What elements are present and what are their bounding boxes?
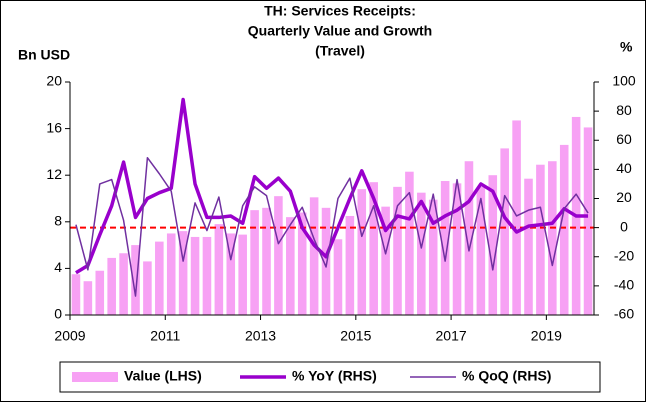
bar xyxy=(488,175,498,315)
y2-tick-label: 20 xyxy=(616,189,632,205)
bar xyxy=(428,199,438,315)
bar xyxy=(214,224,224,315)
legend-label: % YoY (RHS) xyxy=(292,368,377,384)
x-tick-label: 2009 xyxy=(54,328,85,344)
bar xyxy=(559,144,569,315)
x-tick-label: 2017 xyxy=(436,328,467,344)
bar xyxy=(452,183,462,315)
y2-tick-label: 40 xyxy=(616,160,632,176)
bar xyxy=(190,236,200,315)
bar xyxy=(583,127,593,315)
y-tick-label: 0 xyxy=(54,306,62,322)
y2-tick-label: 60 xyxy=(616,131,632,147)
y-axis-label: Bn USD xyxy=(18,47,70,63)
bar xyxy=(202,236,212,315)
bar xyxy=(548,161,557,315)
line-series xyxy=(75,97,589,275)
bar xyxy=(250,210,259,315)
y-tick-label: 8 xyxy=(54,213,62,229)
bar xyxy=(333,239,343,315)
bar xyxy=(381,206,390,315)
bar xyxy=(393,186,402,315)
bar xyxy=(417,192,426,315)
legend-swatch xyxy=(72,372,118,382)
legend-box xyxy=(59,361,601,393)
bar xyxy=(405,171,414,315)
x-tick-label: 2013 xyxy=(245,328,276,344)
bar xyxy=(178,231,188,315)
y2-tick-label: 100 xyxy=(612,73,636,89)
bar xyxy=(357,189,367,315)
bar xyxy=(369,182,378,315)
bar xyxy=(440,181,450,315)
bar xyxy=(262,207,271,315)
chart-title: TH: Services Receipts: xyxy=(264,3,416,19)
x-tick-label: 2019 xyxy=(531,328,562,344)
bar xyxy=(238,234,247,315)
y-tick-label: 16 xyxy=(46,119,62,135)
y-tick-label: 12 xyxy=(46,166,62,182)
bar xyxy=(107,257,116,315)
bar xyxy=(536,164,545,315)
bar xyxy=(476,186,486,315)
y2-axis-label: % xyxy=(620,39,633,55)
bar xyxy=(464,161,474,315)
legend-label: % QoQ (RHS) xyxy=(462,368,551,384)
bar xyxy=(119,253,128,315)
bar xyxy=(143,261,152,315)
y-tick-label: 4 xyxy=(54,259,62,275)
y2-tick-label: -40 xyxy=(614,277,634,293)
bar xyxy=(95,270,105,315)
line-series xyxy=(75,156,589,297)
y-tick-label: 20 xyxy=(46,73,62,89)
bar xyxy=(71,274,81,315)
bar xyxy=(83,281,93,315)
bar xyxy=(321,207,331,315)
bar xyxy=(286,217,295,315)
x-tick-label: 2011 xyxy=(150,328,180,344)
bar xyxy=(131,245,140,315)
bar xyxy=(155,241,164,315)
bar xyxy=(274,196,283,315)
bar xyxy=(345,215,355,315)
bar xyxy=(512,120,521,315)
x-tick-label: 2015 xyxy=(340,328,371,344)
chart-title: Quarterly Value and Growth xyxy=(248,23,432,39)
y2-tick-label: 0 xyxy=(620,218,628,234)
legend-label: Value (LHS) xyxy=(124,368,202,384)
bar xyxy=(166,233,176,315)
bar xyxy=(297,212,307,315)
bar xyxy=(500,148,509,315)
bar xyxy=(226,233,236,315)
y2-tick-label: -60 xyxy=(614,306,634,322)
y2-tick-label: 80 xyxy=(616,102,632,118)
bar xyxy=(524,178,533,315)
bar xyxy=(309,197,319,315)
chart-title: (Travel) xyxy=(315,43,365,59)
y2-tick-label: -20 xyxy=(614,247,634,263)
